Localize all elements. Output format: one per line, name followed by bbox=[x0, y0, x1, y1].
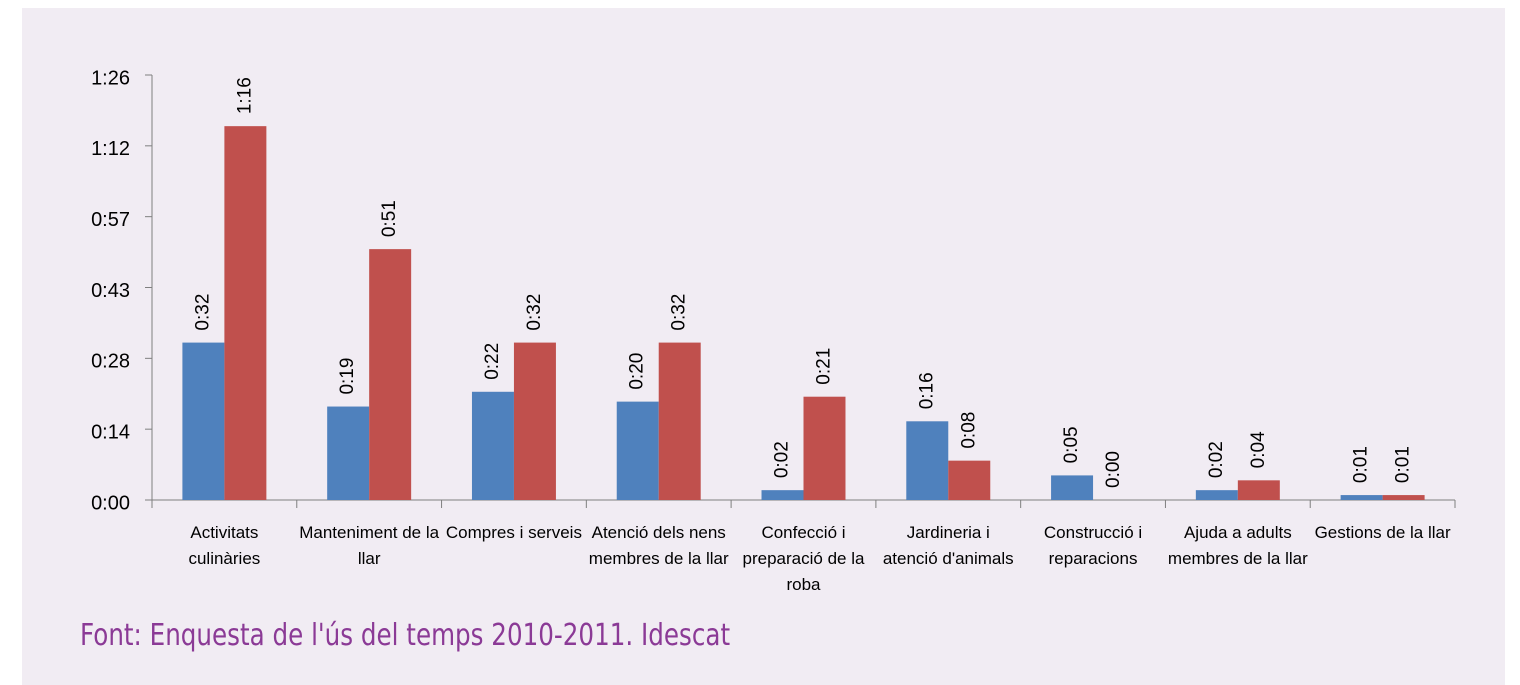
value-label: 0:19 bbox=[337, 358, 358, 395]
bar bbox=[369, 249, 412, 500]
y-tick-label: 0:28 bbox=[91, 351, 130, 373]
bar bbox=[224, 126, 267, 500]
x-tick-label: Confecció i preparació de la roba bbox=[742, 523, 865, 594]
x-tick-label: Activitats culinàries bbox=[188, 523, 261, 568]
bar bbox=[1195, 490, 1238, 500]
x-tick-label: Atenció dels nens membres de la llar bbox=[588, 523, 729, 568]
value-label: 0:02 bbox=[1206, 441, 1227, 478]
bar bbox=[761, 490, 804, 500]
value-label: 0:32 bbox=[669, 294, 690, 331]
bar bbox=[1340, 495, 1383, 500]
value-label: 0:05 bbox=[1061, 426, 1082, 463]
y-tick-label: 0:14 bbox=[91, 421, 130, 443]
value-label: 0:32 bbox=[192, 294, 213, 331]
value-label: 0:02 bbox=[772, 441, 793, 478]
y-tick-label: 1:12 bbox=[91, 138, 130, 160]
bar bbox=[948, 460, 991, 500]
value-label: 1:16 bbox=[234, 77, 255, 114]
value-label: 0:22 bbox=[482, 343, 503, 380]
bar bbox=[1382, 495, 1425, 500]
bar bbox=[471, 391, 514, 500]
y-tick-label: 0:57 bbox=[91, 209, 130, 231]
value-label: 0:01 bbox=[1393, 446, 1414, 483]
value-label: 0:00 bbox=[1103, 451, 1124, 488]
bar bbox=[803, 396, 846, 500]
x-tick-label: Manteniment de la llar bbox=[299, 523, 440, 568]
bar bbox=[616, 401, 659, 500]
x-tick-label: Gestions de la llar bbox=[1314, 523, 1451, 542]
bar bbox=[182, 342, 225, 500]
bar bbox=[658, 342, 701, 500]
x-tick-label: Ajuda a adults membres de la llar bbox=[1167, 523, 1308, 568]
bar bbox=[1051, 475, 1094, 500]
source: Font: Enquesta de l'ús del temps 2010-20… bbox=[80, 618, 731, 653]
value-label: 0:51 bbox=[379, 200, 400, 237]
value-label: 0:32 bbox=[524, 294, 545, 331]
y-tick-label: 0:00 bbox=[91, 492, 130, 514]
bar bbox=[906, 421, 949, 500]
y-tick-label: 0:43 bbox=[91, 280, 130, 302]
bar bbox=[327, 406, 370, 500]
bar bbox=[1237, 480, 1280, 500]
value-label: 0:08 bbox=[958, 412, 979, 449]
value-label: 0:21 bbox=[814, 348, 835, 385]
x-tick-label: Construcció i reparacions bbox=[1043, 523, 1143, 568]
panel bbox=[22, 8, 1505, 685]
value-label: 0:04 bbox=[1248, 431, 1269, 468]
y-tick-label: 1:26 bbox=[91, 67, 130, 89]
x-tick-label: Compres i serveis bbox=[445, 523, 582, 542]
x-tick-label: Jardineria i atenció d'animals bbox=[882, 523, 1014, 568]
bar bbox=[513, 342, 556, 500]
value-label: 0:16 bbox=[916, 372, 937, 409]
value-label: 0:01 bbox=[1351, 446, 1372, 483]
value-label: 0:20 bbox=[627, 353, 648, 390]
